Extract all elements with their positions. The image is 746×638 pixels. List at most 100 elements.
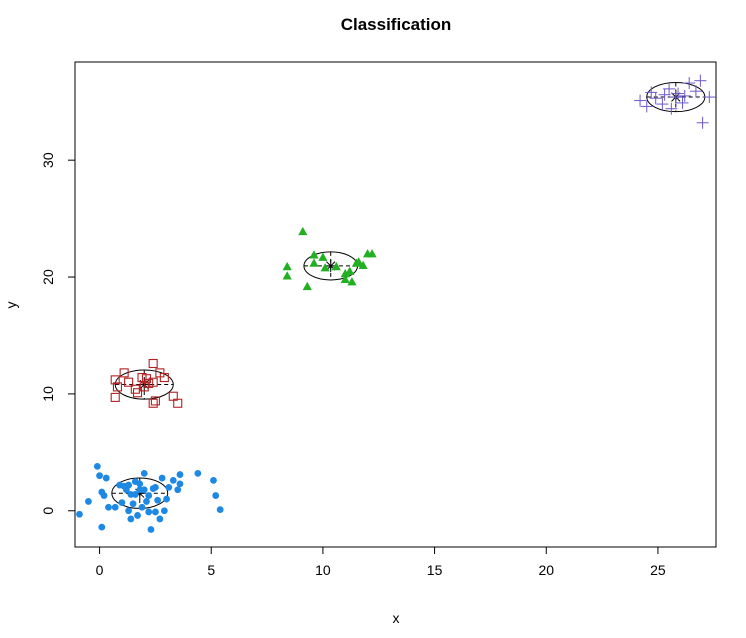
data-point [98, 523, 106, 531]
x-tick-label: 0 [96, 562, 104, 578]
data-point [345, 266, 355, 275]
data-point [354, 257, 364, 266]
data-point [176, 471, 184, 478]
x-tick-label: 25 [650, 562, 666, 578]
y-tick-label: 10 [40, 386, 56, 402]
data-point [136, 480, 144, 488]
data-point [703, 91, 716, 104]
x-axis-label: x [393, 610, 400, 626]
data-point [148, 358, 158, 369]
data-point [340, 274, 350, 284]
data-point [696, 116, 709, 129]
data-point [112, 382, 122, 392]
y-tick-label: 30 [40, 152, 56, 168]
data-point [649, 92, 662, 105]
data-point [160, 507, 168, 515]
data-point [298, 226, 308, 236]
data-point [102, 474, 110, 482]
plot-frame [74, 61, 717, 548]
data-point [318, 252, 328, 261]
cluster-ellipses [111, 81, 706, 509]
data-point [194, 469, 202, 477]
data-point [694, 74, 707, 87]
data-point [96, 472, 103, 480]
data-point [156, 515, 164, 523]
data-point [309, 258, 319, 267]
data-point [145, 508, 153, 516]
data-point [152, 483, 159, 491]
data-point [140, 486, 148, 494]
data-point [309, 250, 319, 259]
data-point [282, 261, 292, 271]
data-point [683, 77, 696, 90]
data-point [118, 499, 126, 506]
data-point [163, 495, 170, 503]
data-point [150, 396, 160, 406]
data-point [358, 260, 368, 270]
data-point [110, 392, 120, 402]
data-point [216, 506, 224, 514]
data-point [210, 476, 217, 484]
data-point [148, 398, 158, 408]
x-tick-label: 10 [315, 562, 331, 578]
data-point [138, 503, 146, 511]
data-point [176, 480, 184, 488]
data-points [76, 74, 716, 533]
data-point [672, 87, 685, 100]
data-point [124, 377, 134, 387]
x-tick-label: 20 [538, 562, 554, 578]
data-point [110, 375, 120, 385]
x-tick-label: 5 [207, 562, 215, 578]
data-point [148, 377, 158, 387]
data-point [131, 491, 139, 498]
data-point [140, 469, 148, 477]
y-axis: 0 10 20 30 [40, 152, 76, 515]
data-point [678, 89, 691, 102]
chart-title: Classification [341, 15, 452, 34]
data-point [340, 268, 350, 278]
data-point [132, 388, 143, 398]
y-axis-label: y [3, 302, 19, 309]
data-point [93, 462, 101, 470]
data-point [159, 372, 169, 383]
data-point [174, 486, 182, 494]
data-point [119, 368, 129, 378]
data-point [173, 398, 183, 408]
data-point [158, 474, 166, 482]
data-point [347, 277, 357, 286]
data-point [154, 496, 162, 504]
data-point [665, 102, 678, 115]
data-point [367, 249, 377, 258]
data-point [134, 512, 141, 519]
data-point [129, 500, 137, 508]
data-point [125, 481, 133, 489]
data-point [100, 492, 108, 499]
data-point [105, 503, 112, 511]
data-point [689, 85, 702, 98]
data-point [76, 510, 83, 518]
data-point [320, 263, 330, 272]
data-point [111, 503, 119, 511]
y-tick-label: 20 [40, 269, 56, 285]
data-point [640, 100, 653, 113]
data-point [145, 492, 153, 499]
x-tick-label: 15 [427, 562, 443, 578]
data-point [125, 507, 133, 515]
data-point [676, 96, 689, 109]
data-point [169, 476, 177, 484]
data-point [663, 82, 676, 95]
data-point [127, 515, 135, 523]
data-point [143, 498, 150, 505]
data-point [85, 498, 92, 505]
data-point [147, 526, 155, 533]
data-point [212, 492, 220, 499]
data-point [331, 261, 341, 271]
data-point [634, 94, 647, 107]
y-tick-label: 0 [40, 507, 56, 515]
data-point [282, 271, 292, 280]
data-point [152, 508, 159, 516]
data-point [656, 98, 669, 111]
x-axis: 0 5 10 15 20 25 [96, 546, 666, 578]
data-point [302, 281, 312, 291]
